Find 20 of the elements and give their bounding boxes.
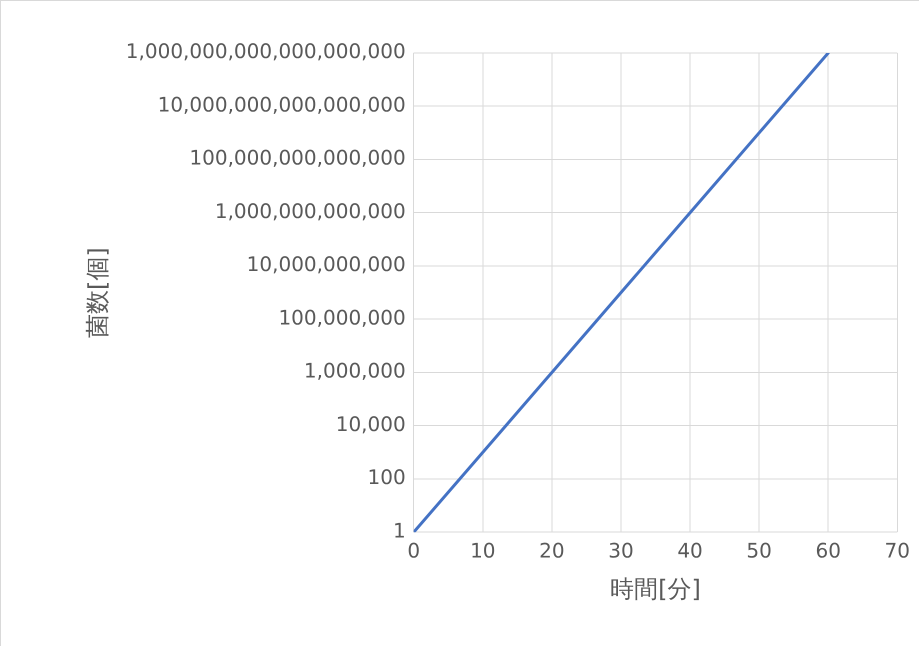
x-tick-label: 40 (677, 538, 703, 562)
y-tick-label: 100,000,000 (278, 305, 406, 330)
y-tick-label: 1,000,000,000,000,000,000 (126, 39, 406, 64)
y-tick-label: 10,000,000,000 (246, 252, 406, 276)
x-tick-label: 0 (407, 538, 420, 562)
x-tick-label: 70 (884, 538, 910, 562)
y-tick-label: 100,000,000,000,000 (189, 146, 406, 170)
y-tick-label: 10,000,000,000,000,000 (158, 92, 406, 116)
y-tick-label: 1,000,000,000,000 (214, 198, 406, 223)
x-tick-label: 10 (470, 538, 496, 562)
x-tick-label: 50 (746, 538, 772, 562)
x-tick-label: 60 (815, 538, 841, 562)
y-tick-label: 1,000,000 (304, 358, 406, 383)
y-tick-label: 10,000 (336, 412, 406, 436)
x-tick-label: 20 (539, 538, 565, 562)
y-axis-title: 菌数[個] (84, 247, 112, 338)
x-axis-title: 時間[分] (610, 574, 701, 603)
y-tick-label: 100 (368, 465, 406, 490)
x-tick-label: 30 (608, 538, 634, 562)
y-tick-label: 1 (392, 518, 406, 542)
